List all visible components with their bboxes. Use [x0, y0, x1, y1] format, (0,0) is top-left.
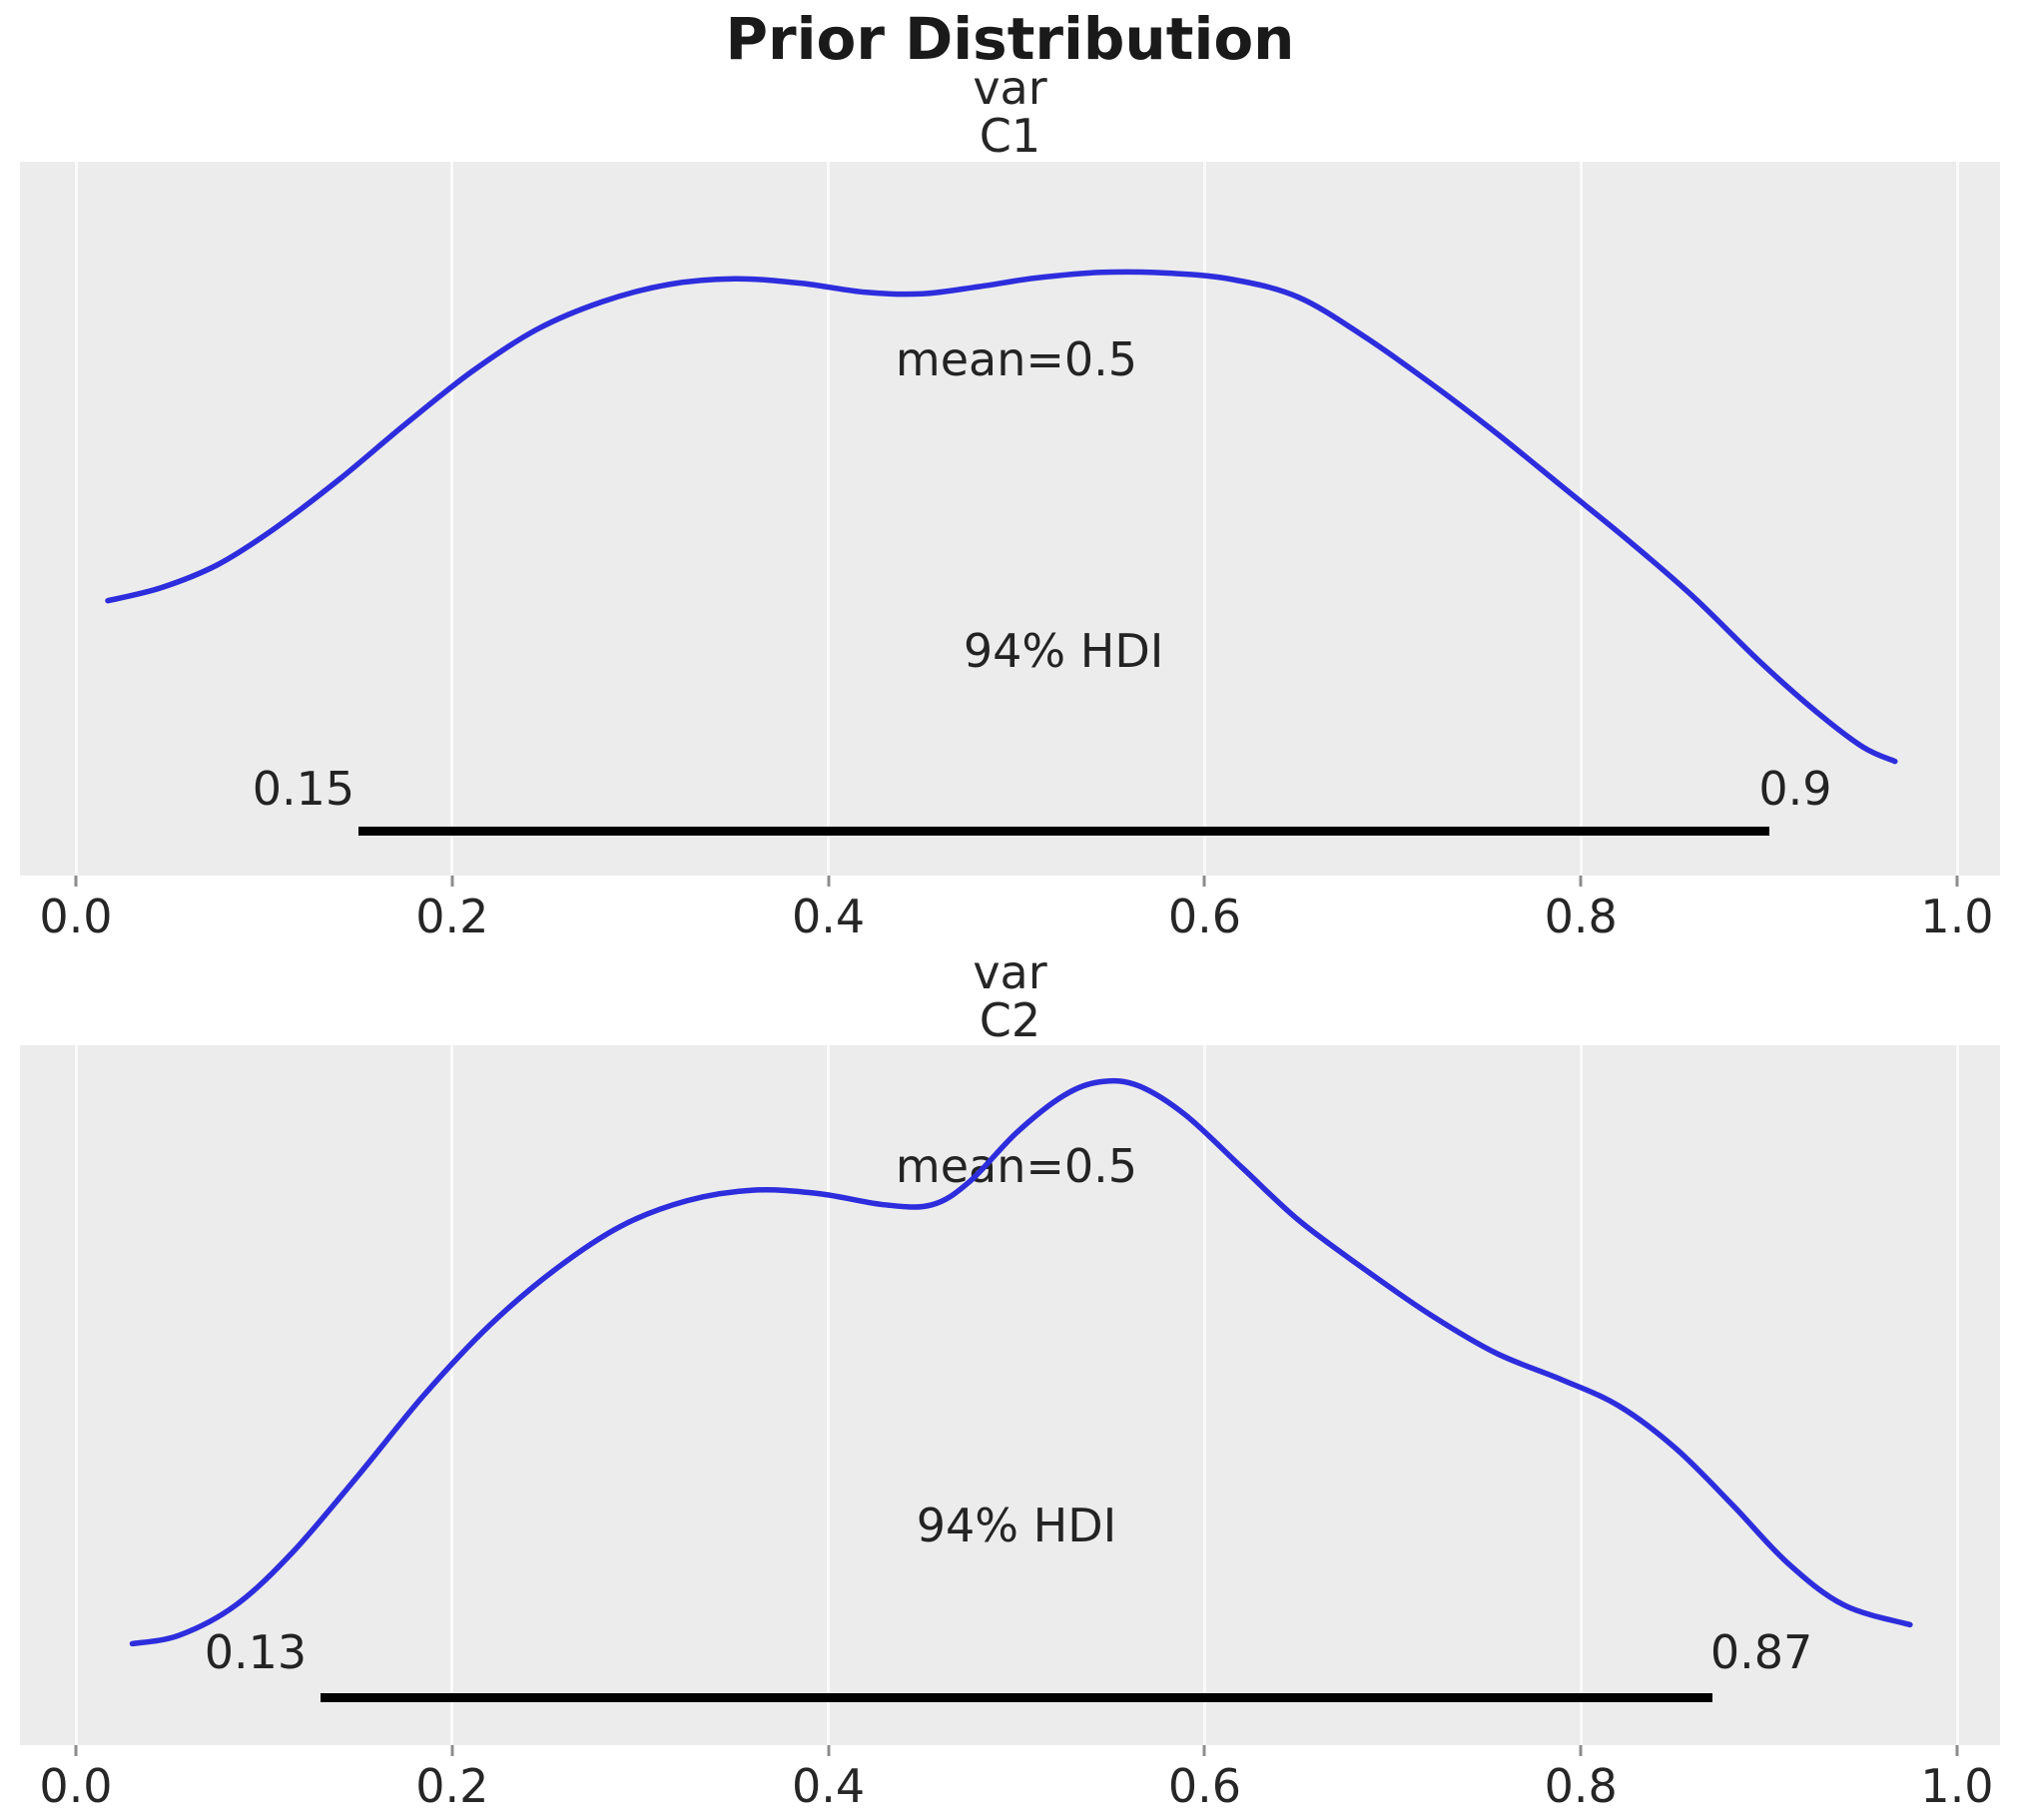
plot-panel-c2: mean=0.5 94% HDI 0.13 0.87 [20, 1045, 2000, 1745]
hdi-bar [320, 1692, 1713, 1702]
gridline [1955, 1045, 1959, 1745]
gridline [1202, 162, 1206, 876]
x-tick [74, 876, 78, 887]
x-tick [74, 1745, 78, 1756]
gridline [450, 162, 454, 876]
x-tick-label: 0.0 [39, 890, 113, 943]
plot-panel-c1: mean=0.5 94% HDI 0.15 0.9 [20, 162, 2000, 876]
subplot-1-title-line-1: var [973, 61, 1047, 115]
x-tick [450, 1745, 454, 1756]
subplot-1-title-line-2: C1 [979, 109, 1041, 163]
hdi-lower-label: 0.15 [252, 761, 355, 816]
x-tick [1955, 1745, 1959, 1756]
mean-annotation: mean=0.5 [895, 1139, 1138, 1194]
subplot-2-title: var C2 [0, 948, 2020, 1044]
x-tick [450, 876, 454, 887]
kde-curve-svg [129, 1077, 1913, 1647]
mean-annotation: mean=0.5 [895, 332, 1138, 387]
x-axis-ticks-c2 [20, 1745, 2000, 1757]
figure-title: Prior Distribution [725, 5, 1295, 73]
kde-curve [129, 1077, 1913, 1647]
subplot-2-title-line-1: var [973, 945, 1047, 999]
hdi-upper-label: 0.87 [1709, 1625, 1813, 1680]
x-tick-label: 0.8 [1544, 890, 1618, 943]
gridline [74, 162, 78, 876]
x-tick-label: 0.8 [1544, 1759, 1618, 1813]
kde-curve-svg [105, 269, 1898, 765]
subplot-1-title: var C1 [0, 64, 2020, 160]
hdi-annotation: 94% HDI [916, 1498, 1117, 1552]
x-tick-label: 1.0 [1920, 890, 1994, 943]
hdi-lower-label: 0.13 [204, 1625, 308, 1680]
x-tick [827, 1745, 831, 1756]
x-axis-tick-labels-c1: 0.0 0.2 0.4 0.6 0.8 1.0 [20, 890, 2000, 943]
gridline [1955, 162, 1959, 876]
gridline [1579, 1045, 1583, 1745]
x-axis-ticks-c1 [20, 876, 2000, 888]
x-tick [1202, 876, 1206, 887]
x-tick [1579, 1745, 1583, 1756]
hdi-bar [357, 827, 1769, 837]
gridline [1579, 162, 1583, 876]
hdi-upper-label: 0.9 [1758, 761, 1832, 816]
subplot-2-title-line-2: C2 [979, 993, 1041, 1047]
x-tick-label: 0.6 [1167, 1759, 1241, 1813]
x-tick [1955, 876, 1959, 887]
kde-curve [105, 269, 1898, 765]
x-tick [1579, 876, 1583, 887]
x-tick-label: 0.4 [792, 890, 866, 943]
gridline [450, 1045, 454, 1745]
x-tick [827, 876, 831, 887]
x-tick-label: 1.0 [1920, 1759, 1994, 1813]
gridline [827, 1045, 831, 1745]
x-tick-label: 0.0 [39, 1759, 113, 1813]
x-tick-label: 0.2 [415, 890, 489, 943]
gridline [1202, 1045, 1206, 1745]
x-tick-label: 0.6 [1167, 890, 1241, 943]
gridline [827, 162, 831, 876]
x-tick-label: 0.4 [792, 1759, 866, 1813]
x-axis-tick-labels-c2: 0.0 0.2 0.4 0.6 0.8 1.0 [20, 1759, 2000, 1813]
x-tick [1202, 1745, 1206, 1756]
x-tick-label: 0.2 [415, 1759, 489, 1813]
gridline [74, 1045, 78, 1745]
hdi-annotation: 94% HDI [963, 623, 1164, 678]
